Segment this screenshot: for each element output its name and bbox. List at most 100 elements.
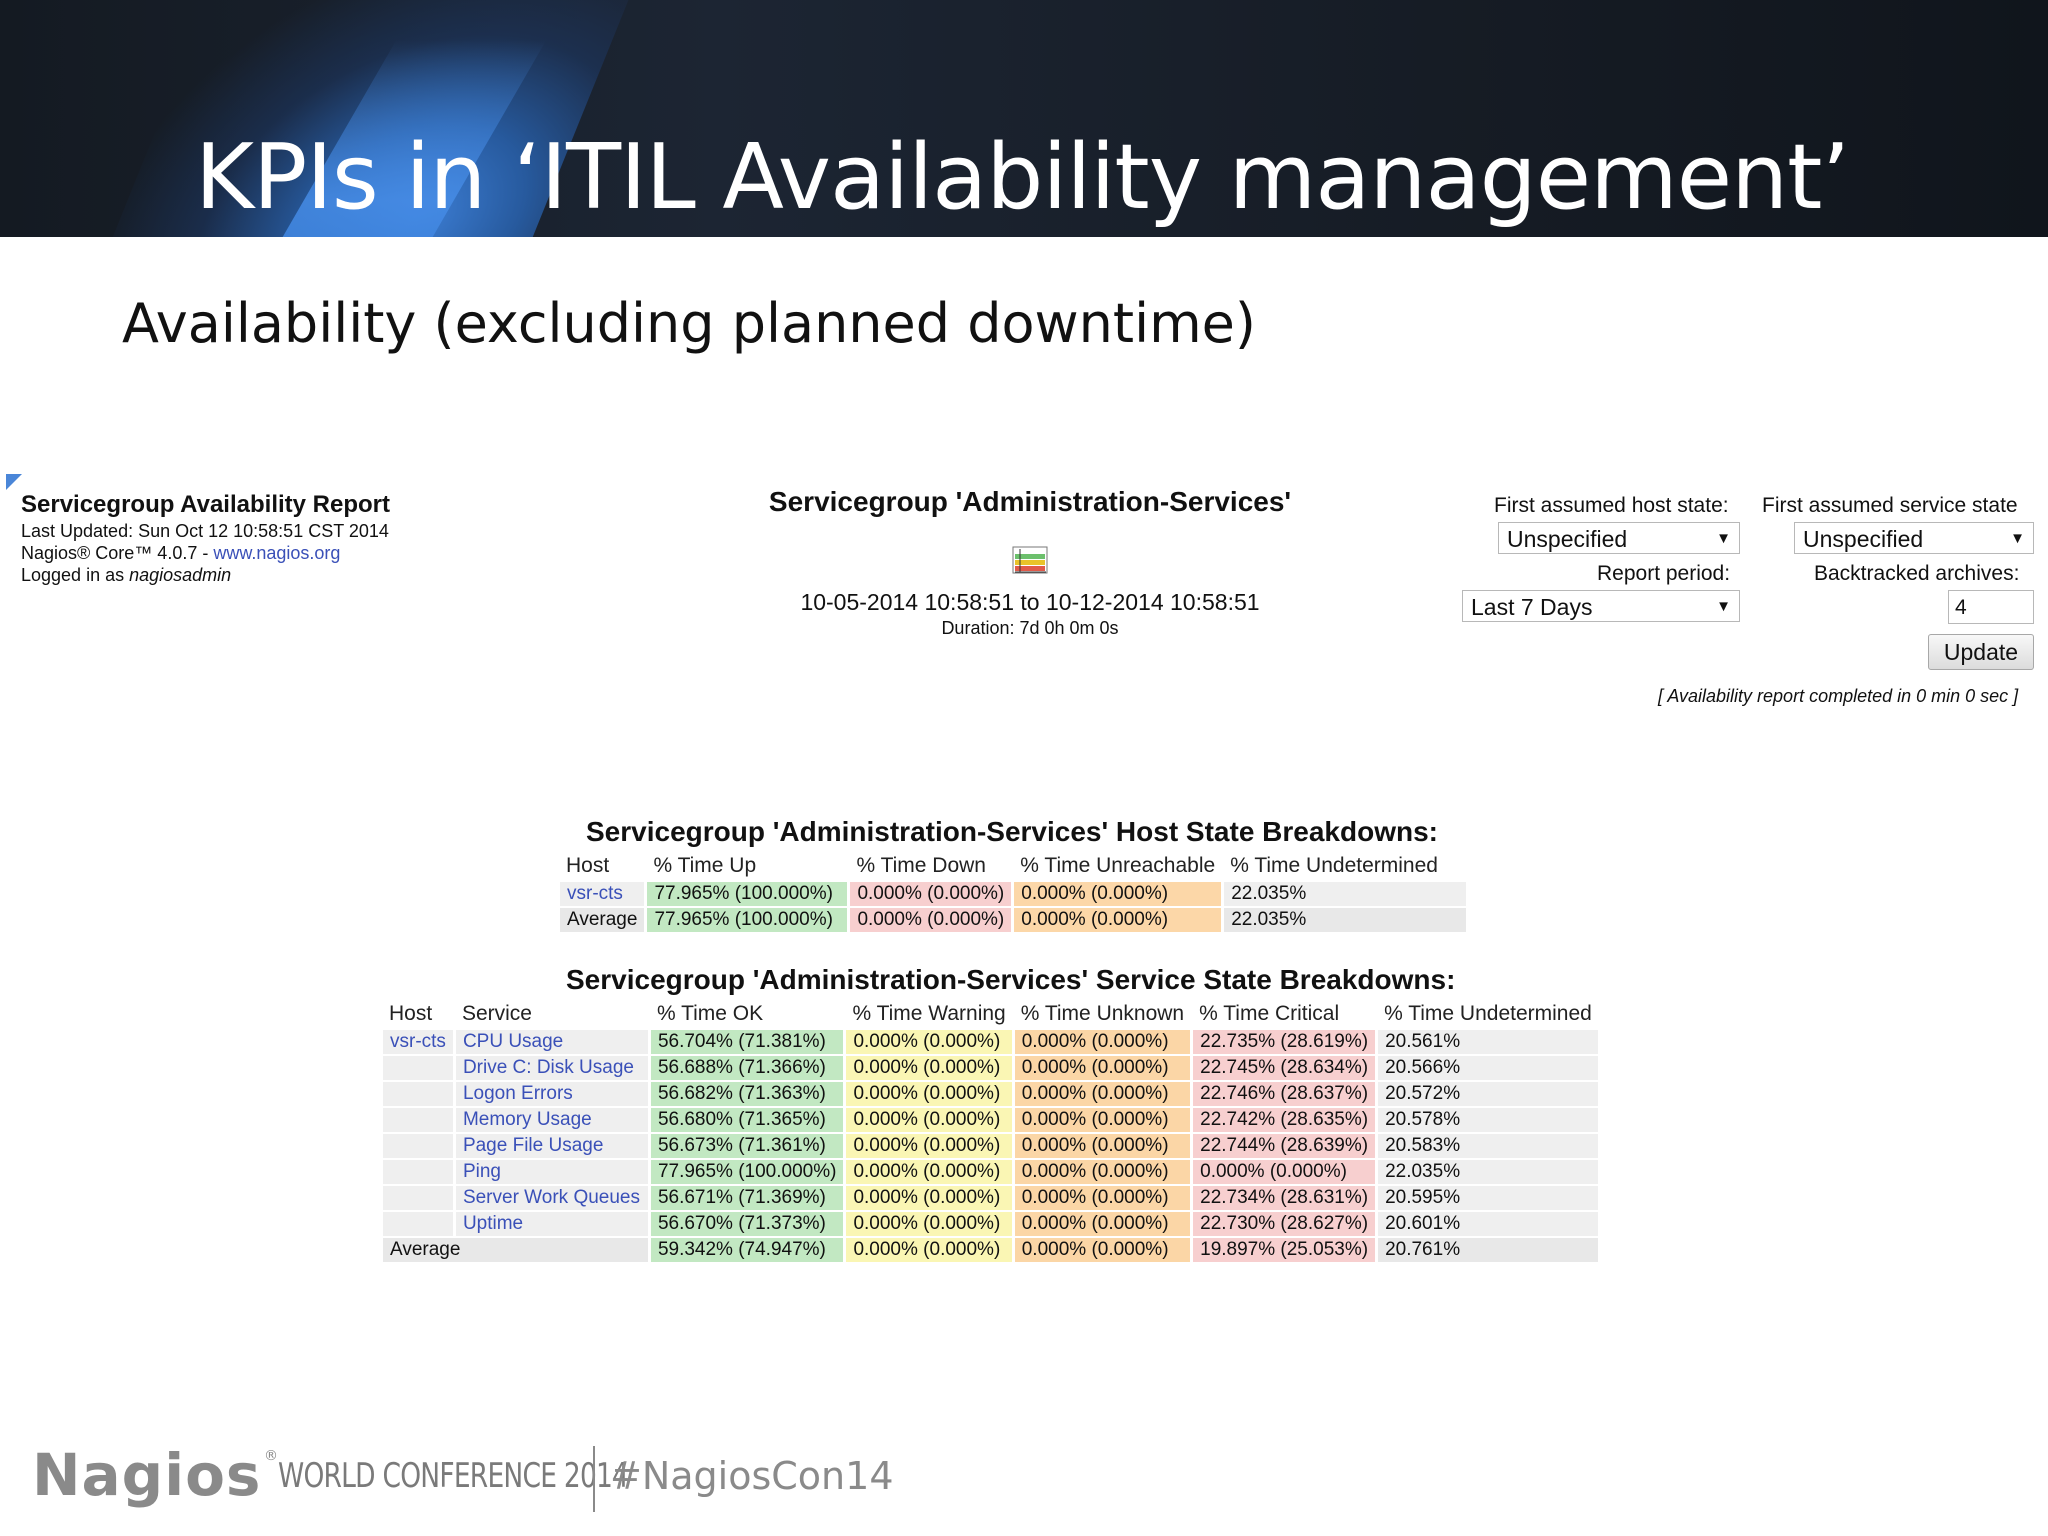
service-breakdown-table: Host Service % Time OK % Time Warning % … bbox=[380, 998, 1601, 1264]
time-undetermined-cell: 20.572% bbox=[1378, 1082, 1598, 1106]
time-warning-cell: 0.000% (0.000%) bbox=[846, 1212, 1012, 1236]
time-warning-cell: 0.000% (0.000%) bbox=[846, 1134, 1012, 1158]
trends-icon[interactable] bbox=[1012, 546, 1048, 574]
host-cell bbox=[383, 1082, 453, 1106]
column-header: % Time Critical bbox=[1193, 1000, 1376, 1028]
time-down-cell: 0.000% (0.000%) bbox=[850, 908, 1012, 932]
time-warning-cell: 0.000% (0.000%) bbox=[846, 1082, 1012, 1106]
time-down-cell: 0.000% (0.000%) bbox=[850, 882, 1012, 906]
host-link[interactable]: vsr-cts bbox=[560, 882, 645, 906]
time-critical-cell: 22.744% (28.639%) bbox=[1193, 1134, 1376, 1158]
average-label: Average bbox=[560, 908, 645, 932]
table-row: Logon Errors 56.682% (71.363%) 0.000% (0.0… bbox=[383, 1082, 1598, 1106]
time-ok-cell: 59.342% (74.947%) bbox=[650, 1238, 844, 1262]
update-button[interactable]: Update bbox=[1928, 634, 2034, 670]
time-critical-cell: 22.745% (28.634%) bbox=[1193, 1056, 1376, 1080]
time-undetermined-cell: 20.595% bbox=[1378, 1186, 1598, 1210]
table-row: Ping 77.965% (100.000%) 0.000% (0.000%) 0.0… bbox=[383, 1160, 1598, 1184]
service-state-label: First assumed service state bbox=[1762, 494, 2018, 517]
table-row: vsr-cts CPU Usage 56.704% (71.381%) 0.000% … bbox=[383, 1030, 1598, 1054]
time-warning-cell: 0.000% (0.000%) bbox=[846, 1056, 1012, 1080]
service-state-select[interactable]: Unspecified ▼ bbox=[1794, 522, 2034, 554]
registered-mark: ® bbox=[264, 1448, 278, 1464]
time-undetermined-cell: 20.566% bbox=[1378, 1056, 1598, 1080]
time-undetermined-cell: 20.583% bbox=[1378, 1134, 1598, 1158]
service-link[interactable]: Ping bbox=[455, 1160, 648, 1184]
column-header: % Time Undetermined bbox=[1224, 852, 1467, 880]
last-updated: Last Updated: Sun Oct 12 10:58:51 CST 20… bbox=[21, 521, 389, 541]
service-link[interactable]: CPU Usage bbox=[455, 1030, 648, 1054]
conference-hashtag: #NagiosCon14 bbox=[610, 1454, 894, 1498]
time-unreachable-cell: 0.000% (0.000%) bbox=[1014, 908, 1222, 932]
slide-subtitle: Availability (excluding planned downtime… bbox=[122, 292, 1256, 355]
time-critical-cell: 22.730% (28.627%) bbox=[1193, 1212, 1376, 1236]
logged-in-text: Logged in as bbox=[21, 565, 130, 585]
title-banner: KPIs in ‘ITIL Availability management’ bbox=[0, 0, 2048, 237]
time-undetermined-cell: 22.035% bbox=[1224, 882, 1467, 906]
service-rows: vsr-cts CPU Usage 56.704% (71.381%) 0.000% … bbox=[383, 1030, 1598, 1262]
conference-footer: Nagios ® WORLD CONFERENCE 2014 #NagiosCo… bbox=[32, 1440, 1032, 1520]
report-period-value: Last 7 Days bbox=[1471, 594, 1593, 620]
slide-title: KPIs in ‘ITIL Availability management’ bbox=[195, 125, 1850, 230]
time-undetermined-cell: 20.761% bbox=[1378, 1238, 1598, 1262]
time-critical-cell: 19.897% (25.053%) bbox=[1193, 1238, 1376, 1262]
report-period-label: Report period: bbox=[1597, 562, 1731, 585]
host-breakdown-table: Host % Time Up % Time Down % Time Unreac… bbox=[557, 850, 1469, 934]
table-row: vsr-cts 77.965% (100.000%) 0.000% (0.000… bbox=[560, 882, 1467, 906]
logged-in: Logged in as nagiosadmin bbox=[21, 564, 390, 586]
time-ok-cell: 56.704% (71.381%) bbox=[650, 1030, 844, 1054]
service-table-header: Host Service % Time OK % Time Warning % … bbox=[383, 1000, 1598, 1028]
service-link[interactable]: Page File Usage bbox=[455, 1134, 648, 1158]
logged-in-user: nagiosadmin bbox=[129, 565, 232, 585]
time-warning-cell: 0.000% (0.000%) bbox=[846, 1108, 1012, 1132]
conference-name: WORLD CONFERENCE 2014 bbox=[278, 1456, 629, 1496]
host-link[interactable]: vsr-cts bbox=[383, 1030, 453, 1054]
frame-corner-icon bbox=[6, 474, 22, 490]
service-breakdown-title: Servicegroup 'Administration-Services' S… bbox=[566, 964, 1456, 995]
column-header: % Time Warning bbox=[846, 1000, 1012, 1028]
time-unknown-cell: 0.000% (0.000%) bbox=[1014, 1238, 1191, 1262]
host-breakdown-title: Servicegroup 'Administration-Services' H… bbox=[586, 816, 1438, 847]
host-cell bbox=[383, 1212, 453, 1236]
time-critical-cell: 22.734% (28.631%) bbox=[1193, 1186, 1376, 1210]
backtracked-archives-input[interactable]: 4 bbox=[1948, 590, 2034, 624]
service-link[interactable]: Memory Usage bbox=[455, 1108, 648, 1132]
time-ok-cell: 56.688% (71.366%) bbox=[650, 1056, 844, 1080]
table-row: Uptime 56.670% (71.373%) 0.000% (0.000%) 0.… bbox=[383, 1212, 1598, 1236]
report-range: 10-05-2014 10:58:51 to 10-12-2014 10:58:… bbox=[800, 589, 1260, 615]
completion-note: [ Availability report completed in 0 min… bbox=[1658, 686, 2019, 706]
time-unknown-cell: 0.000% (0.000%) bbox=[1014, 1108, 1191, 1132]
time-warning-cell: 0.000% (0.000%) bbox=[846, 1160, 1012, 1184]
time-up-cell: 77.965% (100.000%) bbox=[647, 908, 848, 932]
host-cell bbox=[383, 1160, 453, 1184]
host-table-header: Host % Time Up % Time Down % Time Unreac… bbox=[560, 852, 1467, 880]
service-link[interactable]: Logon Errors bbox=[455, 1082, 648, 1106]
host-state-select[interactable]: Unspecified ▼ bbox=[1498, 522, 1740, 554]
table-row: Memory Usage 56.680% (71.365%) 0.000% (0.0… bbox=[383, 1108, 1598, 1132]
host-state-label: First assumed host state: bbox=[1494, 494, 1729, 517]
time-critical-cell: 22.742% (28.635%) bbox=[1193, 1108, 1376, 1132]
host-cell bbox=[383, 1134, 453, 1158]
report-period-select[interactable]: Last 7 Days ▼ bbox=[1462, 590, 1740, 622]
column-header: % Time Undetermined bbox=[1378, 1000, 1598, 1028]
time-unreachable-cell: 0.000% (0.000%) bbox=[1014, 882, 1222, 906]
report-info: Servicegroup Availability Report Last Up… bbox=[21, 490, 390, 586]
report-summary: Servicegroup 'Administration-Services' 1… bbox=[690, 486, 1370, 639]
dropdown-arrow-icon: ▼ bbox=[1716, 598, 1731, 615]
service-link[interactable]: Uptime bbox=[455, 1212, 648, 1236]
table-row: Average 77.965% (100.000%) 0.000% (0.000… bbox=[560, 908, 1467, 932]
report-duration: Duration: 7d 0h 0m 0s bbox=[941, 618, 1119, 638]
service-link[interactable]: Server Work Queues bbox=[455, 1186, 648, 1210]
core-version: Nagios® Core™ 4.0.7 - www.nagios.org bbox=[21, 542, 390, 564]
nagios-org-link[interactable]: www.nagios.org bbox=[213, 543, 341, 563]
time-unknown-cell: 0.000% (0.000%) bbox=[1014, 1056, 1191, 1080]
service-link[interactable]: Drive C: Disk Usage bbox=[455, 1056, 648, 1080]
time-critical-cell: 22.746% (28.637%) bbox=[1193, 1082, 1376, 1106]
backtracked-label: Backtracked archives: bbox=[1814, 562, 2020, 585]
time-unknown-cell: 0.000% (0.000%) bbox=[1014, 1212, 1191, 1236]
average-label: Average bbox=[383, 1238, 648, 1262]
time-unknown-cell: 0.000% (0.000%) bbox=[1014, 1186, 1191, 1210]
column-header: Service bbox=[455, 1000, 648, 1028]
dropdown-arrow-icon: ▼ bbox=[1716, 530, 1731, 547]
time-ok-cell: 56.673% (71.361%) bbox=[650, 1134, 844, 1158]
